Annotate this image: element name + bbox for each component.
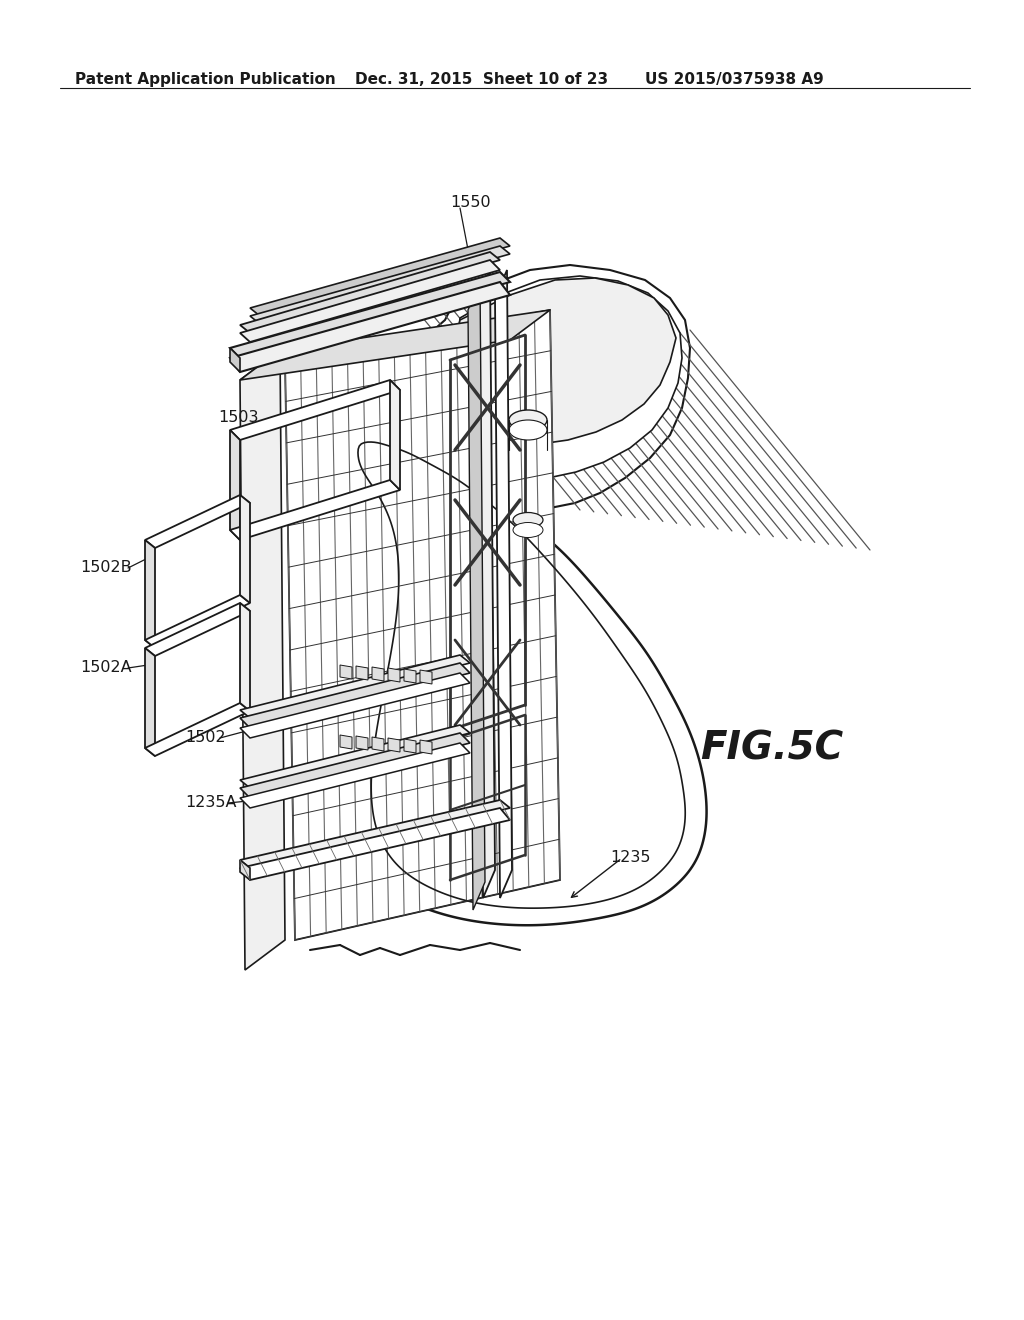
Polygon shape [230,282,510,372]
Polygon shape [230,380,400,440]
Polygon shape [250,238,510,315]
Polygon shape [440,279,676,445]
Polygon shape [240,350,285,970]
Polygon shape [420,671,432,684]
Polygon shape [340,665,352,678]
Polygon shape [230,272,510,358]
Polygon shape [240,603,250,711]
Polygon shape [340,735,352,748]
Polygon shape [240,808,510,880]
Polygon shape [145,704,250,756]
Polygon shape [388,738,400,752]
Polygon shape [404,739,416,752]
Polygon shape [240,861,250,880]
Text: 1235: 1235 [610,850,650,865]
Polygon shape [495,271,512,898]
Polygon shape [356,737,368,750]
Polygon shape [356,667,368,680]
Polygon shape [372,737,384,751]
Ellipse shape [509,420,547,440]
Ellipse shape [513,523,543,537]
Polygon shape [240,495,250,603]
Polygon shape [449,276,682,480]
Text: FIG.5C: FIG.5C [700,730,843,768]
Polygon shape [240,655,470,718]
Text: 1235A: 1235A [185,795,237,810]
Polygon shape [372,667,384,681]
Polygon shape [240,260,500,342]
Polygon shape [240,673,470,738]
Text: 1550: 1550 [450,195,490,210]
Polygon shape [388,668,400,682]
Polygon shape [345,442,707,925]
Polygon shape [145,595,250,648]
Polygon shape [145,495,250,548]
Text: Dec. 31, 2015  Sheet 10 of 23: Dec. 31, 2015 Sheet 10 of 23 [355,73,608,87]
Text: 1503: 1503 [218,411,258,425]
Polygon shape [230,430,240,540]
Text: 1502: 1502 [185,730,225,744]
Polygon shape [240,725,470,788]
Polygon shape [404,669,416,682]
Polygon shape [240,663,470,729]
Polygon shape [145,603,250,656]
Polygon shape [240,252,500,333]
Polygon shape [230,348,240,372]
Polygon shape [478,271,495,898]
Ellipse shape [509,411,547,430]
Text: Patent Application Publication: Patent Application Publication [75,73,336,87]
Polygon shape [385,265,690,510]
Polygon shape [250,246,510,323]
Polygon shape [230,480,400,540]
Polygon shape [420,741,432,754]
Polygon shape [240,733,470,799]
Polygon shape [390,380,400,490]
Polygon shape [145,648,155,756]
Text: 1502B: 1502B [80,560,132,576]
Polygon shape [240,743,470,808]
Ellipse shape [513,512,543,528]
Polygon shape [468,282,485,909]
Polygon shape [145,540,155,648]
Text: 1502A: 1502A [80,660,132,675]
Text: US 2015/0375938 A9: US 2015/0375938 A9 [645,73,823,87]
Polygon shape [240,310,550,380]
Polygon shape [240,800,510,869]
Polygon shape [285,310,560,940]
